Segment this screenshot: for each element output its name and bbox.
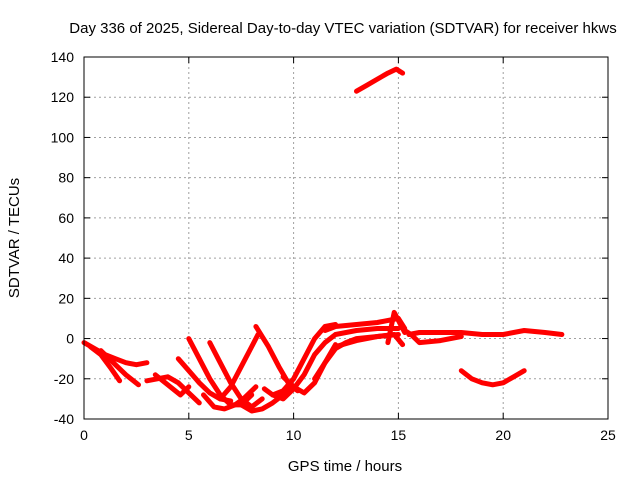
x-tick-label: 15	[391, 427, 407, 443]
x-axis-label: GPS time / hours	[288, 458, 402, 475]
series-arc-20	[385, 309, 408, 346]
ticks: 0 5 10 15 20 25 -40 -20 0 20 40 60 80 100 120 140	[51, 49, 616, 443]
series-layer	[81, 66, 565, 414]
x-tick-label: 20	[495, 427, 511, 443]
series-arc-11	[238, 384, 297, 414]
y-tick-label: -40	[54, 411, 74, 427]
y-tick-label: 100	[51, 129, 75, 145]
series-arc-4	[144, 374, 202, 406]
y-tick-label: 60	[58, 210, 74, 226]
series-arc-9	[207, 340, 265, 410]
y-axis-label: SDTVAR / TECUs	[6, 178, 23, 298]
y-tick-label: -20	[54, 371, 74, 387]
series-arc-19	[333, 332, 406, 350]
x-tick-label: 10	[286, 427, 302, 443]
series-arc-13	[261, 386, 297, 402]
y-tick-label: 20	[58, 290, 74, 306]
series-arc-10	[217, 332, 261, 402]
chart-title: Day 336 of 2025, Sidereal Day-to-day VTE…	[69, 20, 616, 37]
y-tick-label: 120	[51, 89, 75, 105]
series-arc-3	[98, 348, 141, 388]
grid	[84, 57, 608, 419]
y-tick-label: 140	[51, 49, 75, 65]
series-arc-22	[406, 328, 565, 337]
plot-frame	[83, 56, 609, 420]
series-arc-5	[152, 372, 192, 398]
y-tick-label: 0	[66, 331, 74, 347]
y-tick-label: 80	[58, 170, 74, 186]
series-arc-7	[186, 336, 255, 408]
series-arc-2	[87, 344, 123, 384]
series-arc-16	[291, 326, 401, 392]
series-arc-14	[270, 322, 338, 398]
x-tick-label: 5	[185, 427, 193, 443]
series-arc-24	[458, 368, 527, 388]
series-arc-8	[201, 384, 259, 412]
series-arc-23	[354, 66, 406, 94]
x-tick-label: 25	[600, 427, 616, 443]
x-tick-label: 0	[80, 427, 88, 443]
y-tick-label: 40	[58, 250, 74, 266]
